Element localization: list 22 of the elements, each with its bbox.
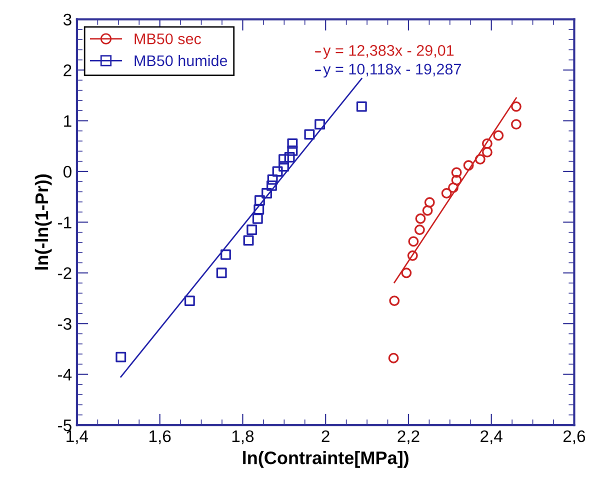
y-tick-label: 0 [63, 166, 72, 178]
x-tick-label: 2 [322, 430, 330, 442]
y-tick-label: 2 [64, 64, 72, 76]
y-tick-label: -2 [58, 267, 72, 279]
x-tick-label: 2,2 [398, 430, 420, 444]
x-tick-label: 2,4 [480, 430, 502, 444]
y-tick-label: -5 [58, 420, 72, 432]
annotation: y = 12,383x - 29,01 [323, 45, 454, 59]
y-tick-label: -4 [58, 368, 72, 380]
annotation: y = 10,118x - 19,287 [323, 64, 461, 78]
y-tick-label: 3 [63, 14, 72, 26]
legend-label: MB50 sec [134, 33, 202, 44]
x-tick-label: 1,6 [150, 430, 171, 444]
y-axis-title: ln(-ln(1-Pr)) [34, 174, 52, 270]
y-tick-label: -1 [58, 216, 72, 228]
y-tick-label: -3 [58, 318, 72, 330]
x-tick-label: 2,6 [563, 430, 586, 444]
x-tick-label: 1,8 [232, 430, 254, 444]
y-tick-label: 1 [64, 115, 72, 127]
legend-label: MB50 humide [134, 54, 228, 66]
x-axis-title: ln(Contrainte[MPa]) [243, 450, 408, 468]
x-tick-label: 1,4 [66, 430, 88, 444]
